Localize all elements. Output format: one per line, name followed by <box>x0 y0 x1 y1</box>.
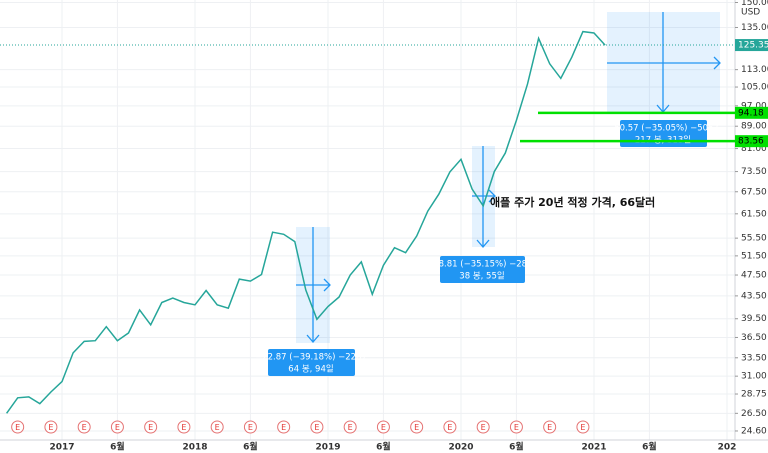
earnings-label: E <box>514 423 519 432</box>
earnings-marker <box>210 420 224 434</box>
earnings-label: E <box>82 423 87 432</box>
measure-regions <box>296 12 721 343</box>
measure-label-box <box>268 349 355 376</box>
x-tick-label: 2021 <box>581 443 606 453</box>
y-tick-label: 33.50 <box>741 353 767 363</box>
y-tick-label: 39.50 <box>741 314 767 324</box>
y-tick-label: 150.00 <box>741 0 768 8</box>
x-tick-label: 2017 <box>49 443 74 453</box>
earnings-label: E <box>115 423 120 432</box>
earnings-label: E <box>314 423 319 432</box>
earnings-marker <box>576 420 590 434</box>
earnings-marker <box>443 420 457 434</box>
price-label: 94.18 <box>738 108 764 118</box>
y-tick-label: 97.00 <box>741 101 767 111</box>
plot <box>5 30 606 414</box>
earnings-label: E <box>580 423 585 432</box>
earnings-label: E <box>348 423 353 432</box>
price-label-box <box>735 135 768 148</box>
earnings-label: E <box>15 423 20 432</box>
y-tick-label: 31.00 <box>741 372 767 382</box>
price-label-box <box>735 39 768 52</box>
price-label-box <box>735 106 768 119</box>
earnings-marker <box>410 420 424 434</box>
y-tick-label: 135.00 <box>741 23 768 33</box>
earnings-marker <box>177 420 191 434</box>
x-tick-label: 6월 <box>243 441 258 453</box>
price-line <box>5 30 606 414</box>
earnings-marker <box>277 420 291 434</box>
grid <box>0 0 735 440</box>
x-tick-label: 6월 <box>509 441 524 453</box>
y-tick-label: 73.50 <box>741 167 767 177</box>
y-tick-label: 61.50 <box>741 209 767 219</box>
earnings-label: E <box>215 423 220 432</box>
earnings-label: E <box>248 423 253 432</box>
earnings-label: E <box>547 423 552 432</box>
earnings-label: E <box>447 423 452 432</box>
x-tick-label: 202 <box>718 443 737 453</box>
price-label: 125.35 <box>738 41 768 51</box>
x-tick-label: 2018 <box>182 443 207 453</box>
x-tick-label: 6월 <box>376 441 391 453</box>
earnings-marker <box>77 420 91 434</box>
measure-span: 38 봉, 55일 <box>459 272 504 282</box>
earnings-label: E <box>148 423 153 432</box>
earnings-marker <box>44 420 58 434</box>
measure-change: −28.81 (−35.15%) −2881 <box>426 260 538 270</box>
earnings-marker <box>310 420 324 434</box>
earnings-marker <box>243 420 257 434</box>
earnings-label: E <box>414 423 419 432</box>
y-tick-label: 47.50 <box>741 271 767 281</box>
earnings-marker <box>110 420 124 434</box>
y-tick-label: 89.00 <box>741 122 767 132</box>
earnings-marker <box>144 420 158 434</box>
y-tick-label: 81.00 <box>741 144 767 154</box>
y-tick-label: 26.50 <box>741 409 767 419</box>
y-tick-label: 51.50 <box>741 251 767 261</box>
x-tick-label: 2019 <box>315 443 340 453</box>
earnings-label: E <box>48 423 53 432</box>
earnings-marker <box>11 420 25 434</box>
earnings-marker <box>543 420 557 434</box>
earnings-marker <box>343 420 357 434</box>
earnings-label: E <box>481 423 486 432</box>
y-tick-label: 113.00 <box>741 65 768 75</box>
measure-span: 64 봉, 94일 <box>288 365 333 375</box>
measure-label-box <box>440 256 525 283</box>
annotation: 애플 주가 20년 적정 가격, 66달러 <box>490 195 655 209</box>
earnings-marker <box>376 420 390 434</box>
y-tick-label: 24.60 <box>741 426 767 436</box>
earnings-label: E <box>281 423 286 432</box>
earnings-marker <box>476 420 490 434</box>
y-tick-label: 67.50 <box>741 187 767 197</box>
y-tick-label: 55.50 <box>741 234 767 244</box>
y-tick-label: 105.00 <box>741 83 768 93</box>
y-tick-label: 36.50 <box>741 333 767 343</box>
x-tick-label: 2020 <box>448 443 473 453</box>
x-tick-label: 6월 <box>110 441 125 453</box>
x-tick-label: 6월 <box>642 441 657 453</box>
measure-change: −22.87 (−39.18%) −2287 <box>255 353 367 363</box>
earnings-marker <box>509 420 523 434</box>
earnings-label: E <box>181 423 186 432</box>
measure-change: −50.57 (−35.05%) −5057 <box>607 124 719 134</box>
y-tick-label: 28.75 <box>741 390 767 400</box>
earnings-label: E <box>381 423 386 432</box>
currency: USD <box>741 8 760 18</box>
y-tick-label: 43.50 <box>741 291 767 301</box>
price-label: 83.56 <box>738 137 764 147</box>
